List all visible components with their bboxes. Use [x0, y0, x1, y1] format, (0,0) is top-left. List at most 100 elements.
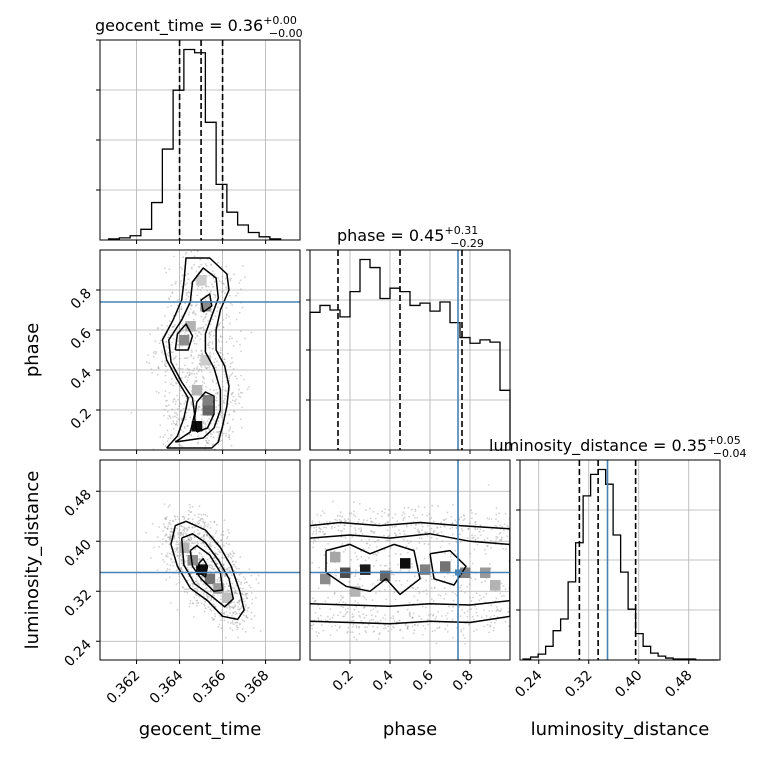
- luminosity-distance-vs-geocent-time-sample-point: [205, 534, 208, 536]
- luminosity-distance-vs-geocent-time-sample-point: [202, 562, 205, 565]
- luminosity-distance-vs-phase-sample-point: [371, 521, 374, 523]
- luminosity-distance-vs-phase-sample-point: [331, 617, 334, 619]
- phase-vs-geocent-time-sample-point: [167, 354, 170, 357]
- luminosity-distance-vs-phase-sample-point: [430, 587, 433, 589]
- luminosity-distance-vs-geocent-time-sample-point: [228, 585, 230, 588]
- luminosity-distance-vs-phase-sample-point: [344, 536, 347, 539]
- luminosity-distance-vs-geocent-time-sample-point: [231, 606, 234, 608]
- phase-vs-geocent-time-sample-point: [204, 423, 207, 426]
- phase-vs-geocent-time-contour-line-2: [168, 267, 222, 443]
- luminosity-distance-vs-phase-sample-point: [346, 610, 349, 613]
- phase-vs-geocent-time-sample-point: [164, 381, 167, 384]
- luminosity-distance-vs-geocent-time-sample-point: [165, 540, 168, 543]
- phase-vs-geocent-time-sample-point: [204, 365, 207, 368]
- luminosity-distance-vs-geocent-time-sample-point: [231, 560, 234, 563]
- luminosity-distance-vs-geocent-time-sample-point: [164, 534, 167, 537]
- luminosity-distance-vs-geocent-time-sample-point: [179, 532, 182, 535]
- luminosity-distance-vs-geocent-time-sample-point: [188, 535, 191, 538]
- phase-vs-geocent-time-sample-point: [158, 450, 160, 452]
- luminosity-distance-vs-geocent-time-sample-point: [164, 518, 167, 521]
- luminosity-distance-vs-phase-sample-point: [398, 619, 401, 622]
- luminosity-distance-vs-geocent-time-sample-point: [222, 563, 225, 566]
- luminosity-distance-vs-phase-sample-point: [365, 542, 368, 545]
- luminosity-distance-vs-geocent-time-sample-point: [218, 623, 221, 626]
- phase-vs-geocent-time-sample-point: [169, 344, 172, 346]
- phase-vs-geocent-time-sample-point: [218, 323, 220, 325]
- phase-vs-geocent-time-sample-point: [180, 308, 183, 310]
- luminosity-distance-vs-geocent-time-sample-point: [189, 539, 191, 542]
- luminosity-distance-vs-geocent-time-sample-point: [178, 575, 181, 578]
- phase-vs-geocent-time-sample-point: [200, 398, 203, 400]
- phase-vs-geocent-time-sample-point: [208, 336, 211, 338]
- luminosity-distance-vs-phase-sample-point: [303, 536, 305, 538]
- luminosity-distance-vs-geocent-time-sample-point: [220, 611, 223, 614]
- luminosity-distance-vs-phase-sample-point: [468, 522, 471, 525]
- luminosity-distance-vs-phase-sample-point: [437, 610, 440, 613]
- phase-vs-geocent-time-sample-point: [169, 433, 172, 436]
- luminosity-distance-vs-phase-sample-point: [452, 605, 454, 608]
- luminosity-distance-vs-geocent-time-sample-point: [183, 540, 186, 543]
- phase-vs-geocent-time-sample-point: [243, 378, 246, 381]
- phase-vs-geocent-time-sample-point: [232, 367, 235, 370]
- luminosity-distance-vs-phase-sample-point: [356, 583, 359, 586]
- luminosity-distance-vs-phase-sample-point: [448, 605, 450, 608]
- luminosity-distance-vs-geocent-time-sample-point: [220, 539, 223, 542]
- phase-vs-geocent-time-sample-point: [151, 455, 153, 457]
- luminosity-distance-vs-geocent-time-sample-point: [202, 542, 205, 545]
- luminosity-distance-vs-geocent-time-sample-point: [187, 575, 190, 578]
- luminosity-distance-vs-phase-sample-point: [382, 616, 385, 619]
- luminosity-distance-vs-phase-sample-point: [475, 608, 478, 610]
- luminosity-distance-vs-phase-sample-point: [306, 520, 308, 522]
- phase-vs-geocent-time-sample-point: [210, 330, 213, 333]
- luminosity-distance-xtick-label: 0.40: [612, 668, 645, 701]
- phase-vs-geocent-time-sample-point: [205, 430, 208, 433]
- phase-vs-geocent-time-sample-point: [196, 288, 199, 290]
- phase-vs-geocent-time-sample-point: [205, 367, 208, 370]
- luminosity-distance-vs-phase-sample-point: [441, 615, 443, 617]
- luminosity-distance-vs-phase-sample-point: [372, 608, 375, 610]
- luminosity-distance-vs-phase-sample-point: [358, 611, 360, 613]
- luminosity-distance-vs-geocent-time-sample-point: [207, 523, 209, 526]
- luminosity-distance-vs-phase-sample-point: [393, 620, 396, 622]
- phase-vs-geocent-time-sample-point: [203, 329, 205, 332]
- phase-vs-geocent-time-sample-point: [225, 341, 228, 344]
- luminosity-distance-vs-phase-sample-point: [446, 631, 449, 633]
- luminosity-distance-vs-geocent-time-sample-point: [166, 563, 169, 565]
- luminosity-distance-vs-geocent-time-sample-point: [170, 530, 172, 533]
- luminosity-distance-vs-phase-sample-point: [384, 522, 387, 525]
- luminosity-distance-vs-geocent-time-sample-point: [203, 538, 206, 540]
- phase-vs-geocent-time-sample-point: [188, 371, 191, 374]
- luminosity-distance-vs-geocent-time-sample-point: [223, 619, 226, 622]
- luminosity-distance-vs-geocent-time-sample-point: [165, 555, 167, 558]
- luminosity-distance-vs-phase-sample-point: [347, 626, 350, 629]
- luminosity-distance-vs-phase-sample-point: [514, 590, 516, 592]
- phase-vs-geocent-time-sample-point: [209, 371, 212, 373]
- luminosity-distance-vs-phase-sample-point: [336, 514, 339, 517]
- luminosity-distance-vs-phase-sample-point: [414, 510, 417, 512]
- phase-xtick-label: 0.6: [410, 667, 437, 694]
- luminosity-distance-vs-geocent-time-sample-point: [226, 567, 229, 570]
- luminosity-distance-vs-phase-sample-point: [475, 611, 478, 614]
- phase-vs-geocent-time-sample-point: [181, 274, 184, 277]
- luminosity-distance-vs-geocent-time-sample-point: [180, 567, 183, 569]
- phase-vs-geocent-time-contour-line-5: [200, 293, 213, 313]
- luminosity-distance-vs-phase-sample-point: [433, 530, 436, 532]
- luminosity-distance-vs-geocent-time-sample-point: [193, 596, 196, 599]
- luminosity-distance-vs-phase-sample-point: [388, 534, 391, 537]
- luminosity-distance-vs-phase-sample-point: [482, 530, 485, 532]
- luminosity-distance-vs-phase-sample-point: [464, 637, 466, 639]
- phase-vs-geocent-time-sample-point: [192, 369, 195, 372]
- phase-vs-geocent-time-sample-point: [169, 295, 172, 298]
- luminosity-distance-vs-geocent-time-sample-point: [223, 613, 226, 616]
- luminosity-distance-vs-geocent-time-sample-point: [174, 518, 177, 521]
- luminosity-distance-vs-phase-sample-point: [321, 510, 324, 512]
- phase-vs-geocent-time-sample-point: [231, 399, 234, 402]
- luminosity-distance-vs-geocent-time-sample-point: [228, 531, 231, 534]
- phase-vs-geocent-time-sample-point: [182, 407, 185, 410]
- luminosity-distance-vs-phase-sample-point: [371, 614, 373, 617]
- phase-vs-geocent-time-sample-point: [188, 433, 191, 436]
- luminosity-distance-vs-phase-sample-point: [372, 625, 374, 628]
- phase-vs-geocent-time-sample-point: [177, 418, 180, 420]
- luminosity-distance-vs-phase-sample-point: [499, 539, 501, 541]
- luminosity-distance-vs-phase-sample-point: [488, 563, 491, 565]
